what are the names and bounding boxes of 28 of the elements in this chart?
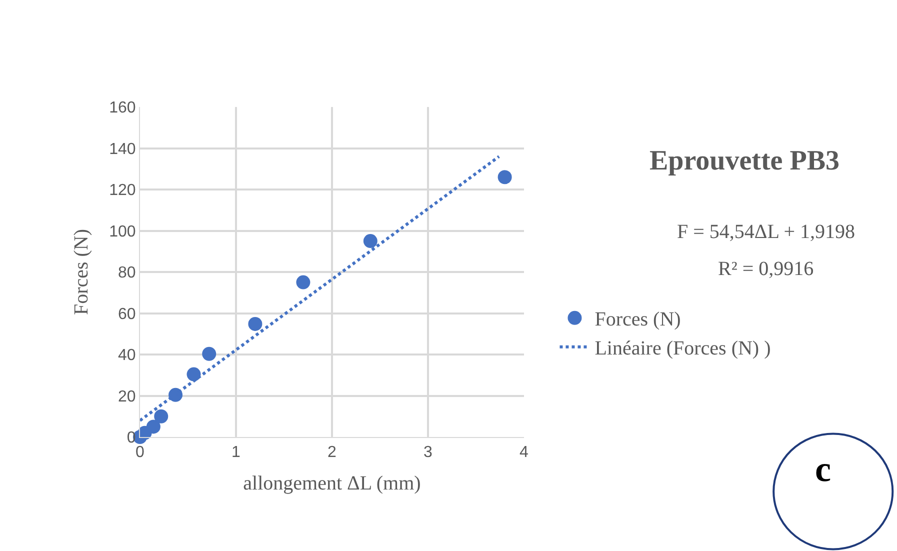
x-tick-label: 4 [520, 444, 529, 462]
y-tick-label: 140 [109, 140, 136, 158]
y-axis-title: Forces (N) [70, 228, 93, 316]
text: c [815, 449, 831, 489]
point [296, 275, 310, 290]
point [202, 346, 216, 361]
x-tick-label: 2 [328, 444, 337, 462]
y-tick-label: 80 [118, 264, 136, 282]
point [248, 316, 262, 331]
y-tick-label: 20 [118, 388, 136, 406]
point [363, 234, 378, 248]
x-tick-label: 1 [232, 444, 241, 462]
point [186, 367, 201, 382]
text: F = 54,54ΔL + 1,9198 [677, 221, 856, 243]
y-tick-label: 160 [109, 100, 136, 117]
y-tick-label: 100 [109, 223, 136, 240]
point [498, 170, 512, 184]
point [154, 409, 168, 424]
x-tick-label: 3 [424, 444, 433, 462]
y-tick-label: 60 [118, 306, 136, 323]
y-tick-label: 40 [118, 347, 136, 364]
text: Eprouvette PB3 [649, 146, 840, 177]
legend-label: Forces (N) [594, 308, 681, 331]
legend-label: Linéaire (Forces (N) ) [594, 338, 771, 360]
y-tick-label: 120 [109, 182, 136, 200]
text: R² = 0,9916 [718, 258, 814, 280]
point [146, 420, 160, 434]
x-axis-title: allongement ΔL (mm) [243, 472, 421, 495]
